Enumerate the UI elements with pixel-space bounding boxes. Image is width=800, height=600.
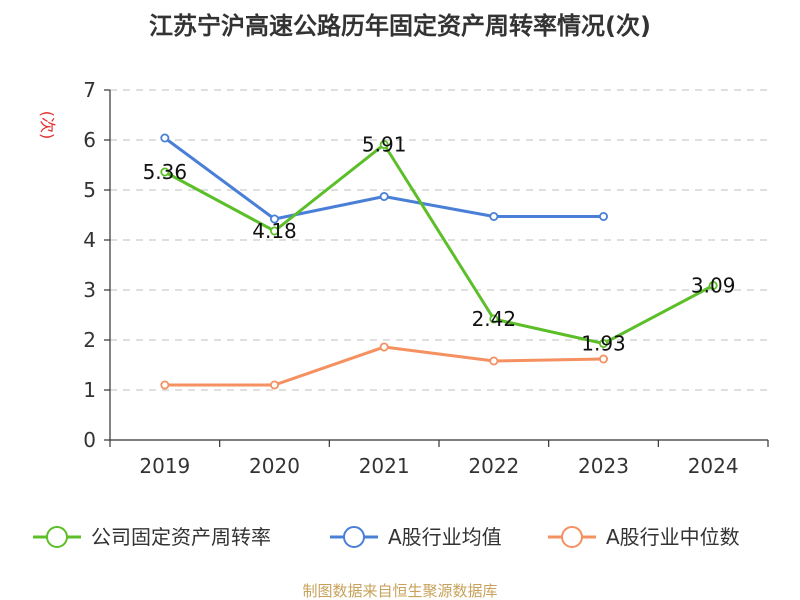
legend-marker — [561, 526, 583, 548]
data-label: 4.18 — [252, 219, 297, 243]
x-tick-label: 2023 — [578, 454, 629, 478]
x-tick-label: 2022 — [468, 454, 519, 478]
legend-label: A股行业均值 — [388, 525, 502, 549]
y-tick-label: 2 — [83, 328, 96, 352]
legend-marker — [46, 526, 68, 548]
x-tick-label: 2020 — [249, 454, 300, 478]
data-label: 5.91 — [362, 133, 407, 157]
data-point — [599, 354, 609, 364]
series-line — [164, 345, 604, 387]
data-point — [160, 133, 170, 143]
data-point — [269, 214, 279, 224]
data-labels: 5.36 4.18 5.91 2.42 1.93 3.09 — [143, 133, 736, 356]
data-label: 2.42 — [472, 307, 517, 331]
data-point — [160, 380, 170, 390]
y-axis-label: (次) — [38, 111, 57, 140]
y-tick-label: 3 — [83, 278, 96, 302]
data-label: 1.93 — [581, 332, 626, 356]
data-point — [489, 314, 499, 324]
axes: 0 1 2 3 4 5 6 7 2019 2020 2021 2022 2023 2024 — [83, 78, 769, 478]
data-point — [599, 211, 609, 221]
data-label: 5.36 — [143, 160, 188, 184]
y-tick-label: 7 — [83, 78, 96, 102]
legend: 公司固定资产周转率 A股行业均值 A股行业中位数 — [33, 525, 740, 549]
y-tick-label: 0 — [83, 428, 96, 452]
x-tick-label: 2024 — [688, 454, 739, 478]
legend-item: A股行业中位数 — [548, 525, 740, 549]
series-line — [164, 143, 714, 345]
y-tick-label: 5 — [83, 178, 96, 202]
data-point — [489, 356, 499, 366]
data-point — [708, 280, 718, 290]
legend-marker — [343, 526, 365, 548]
legend-item: A股行业均值 — [330, 525, 502, 549]
data-point — [269, 380, 279, 390]
data-point — [379, 342, 389, 352]
x-tick-label: 2019 — [139, 454, 190, 478]
data-point — [599, 338, 609, 348]
series-layer — [160, 133, 718, 390]
data-point — [269, 226, 279, 236]
legend-label: 公司固定资产周转率 — [91, 525, 271, 549]
data-label: 3.09 — [691, 274, 736, 298]
legend-label: A股行业中位数 — [606, 525, 740, 549]
data-point — [379, 139, 389, 149]
x-tick-label: 2021 — [359, 454, 410, 478]
chart-title: 江苏宁沪高速公路历年固定资产周转率情况(次) — [149, 12, 651, 40]
y-tick-label: 1 — [83, 378, 96, 402]
legend-item: 公司固定资产周转率 — [33, 525, 271, 549]
data-point — [160, 167, 170, 177]
source-note: 制图数据来自恒生聚源数据库 — [302, 582, 497, 600]
gridlines — [110, 89, 768, 391]
data-point — [489, 211, 499, 221]
data-point — [379, 191, 389, 201]
y-tick-label: 6 — [83, 128, 96, 152]
y-tick-label: 4 — [83, 228, 96, 252]
